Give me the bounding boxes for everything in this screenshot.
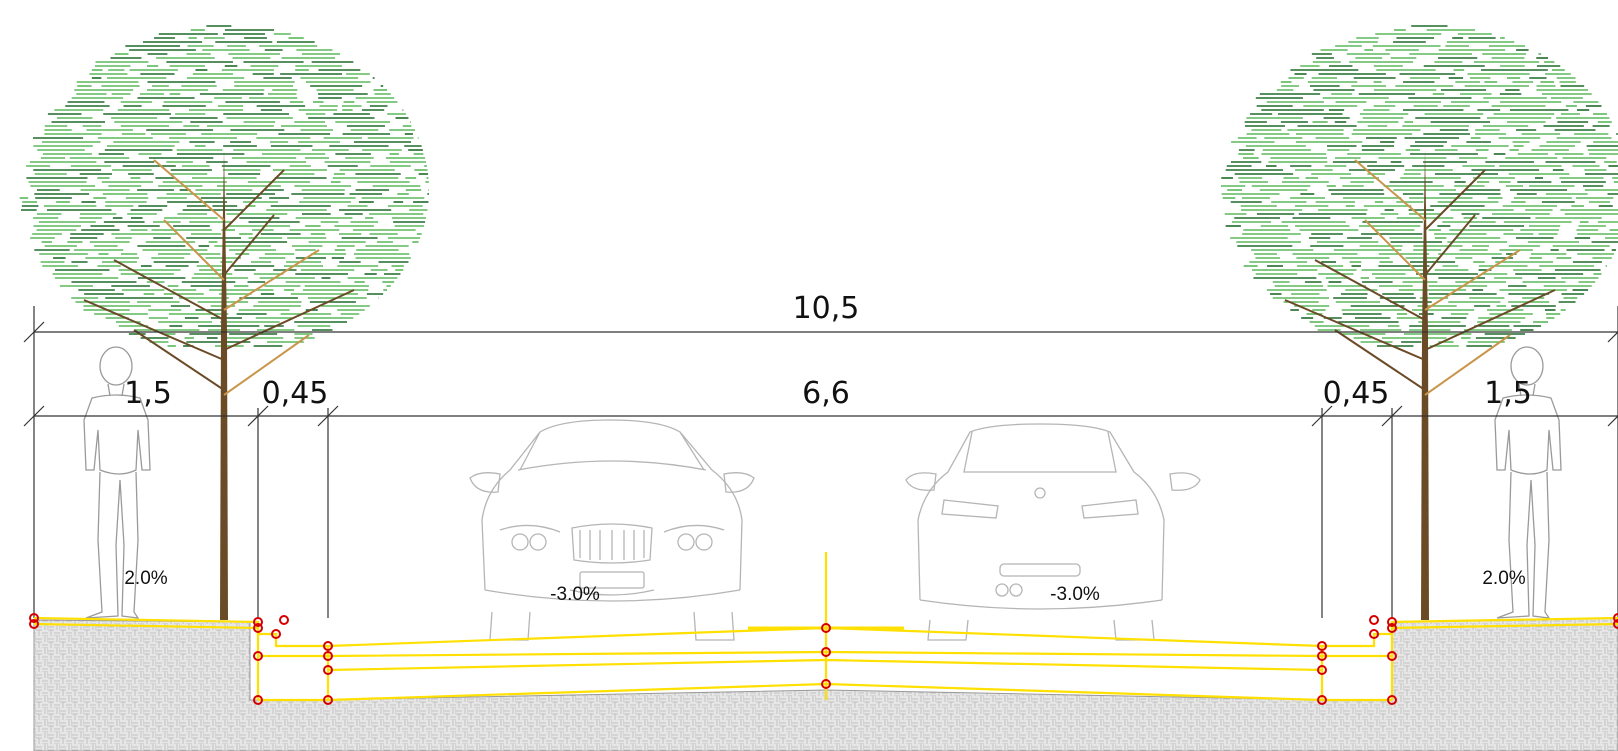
node-marker — [821, 647, 831, 657]
pavement-layer-lines — [33, 552, 1618, 702]
dimension-right-sidewalk-label: 1,5 — [1484, 376, 1532, 411]
node-marker — [253, 617, 263, 627]
slope-right-sidewalk-label: 2.0% — [1482, 568, 1525, 589]
node-marker — [1613, 619, 1618, 629]
node-marker — [279, 615, 289, 625]
node-marker — [253, 651, 263, 661]
node-marker — [1387, 695, 1397, 705]
dimension-carriageway-label: 6,6 — [802, 376, 850, 411]
tree-icon — [1221, 25, 1618, 620]
node-marker — [1317, 641, 1327, 651]
slope-right-lane-label: -3.0% — [1050, 584, 1100, 605]
node-marker — [271, 629, 281, 639]
node-marker — [1387, 651, 1397, 661]
node-marker — [821, 679, 831, 689]
node-marker — [1317, 665, 1327, 675]
node-marker — [1387, 617, 1397, 627]
node-marker — [821, 623, 831, 633]
slope-left-lane-label: -3.0% — [550, 584, 600, 605]
node-marker — [253, 623, 263, 633]
car-front-icon — [469, 419, 755, 641]
node-marker — [323, 695, 333, 705]
node-marker — [253, 695, 263, 705]
node-marker — [323, 665, 333, 675]
node-marker — [29, 619, 39, 629]
dimension-left-curb-label: 0,45 — [262, 376, 329, 411]
dimension-lines — [23, 306, 1618, 618]
node-marker — [29, 613, 39, 623]
node-marker — [323, 641, 333, 651]
node-marker — [1317, 651, 1327, 661]
dimension-left-sidewalk-label: 1,5 — [124, 376, 172, 411]
tree-icon — [19, 25, 429, 620]
node-marker — [1369, 615, 1379, 625]
slope-left-sidewalk-label: 2.0% — [124, 568, 167, 589]
node-marker — [323, 651, 333, 661]
node-marker — [1387, 623, 1397, 633]
node-marker — [1613, 613, 1618, 623]
node-markers — [29, 613, 1618, 705]
node-marker — [1317, 695, 1327, 705]
pedestrian-icon — [83, 346, 151, 619]
dimension-right-curb-label: 0,45 — [1323, 376, 1390, 411]
pedestrian-icon — [1494, 346, 1562, 619]
node-marker — [1369, 629, 1379, 639]
dimension-total-label: 10,5 — [793, 291, 860, 326]
car-rear-icon — [905, 423, 1201, 641]
